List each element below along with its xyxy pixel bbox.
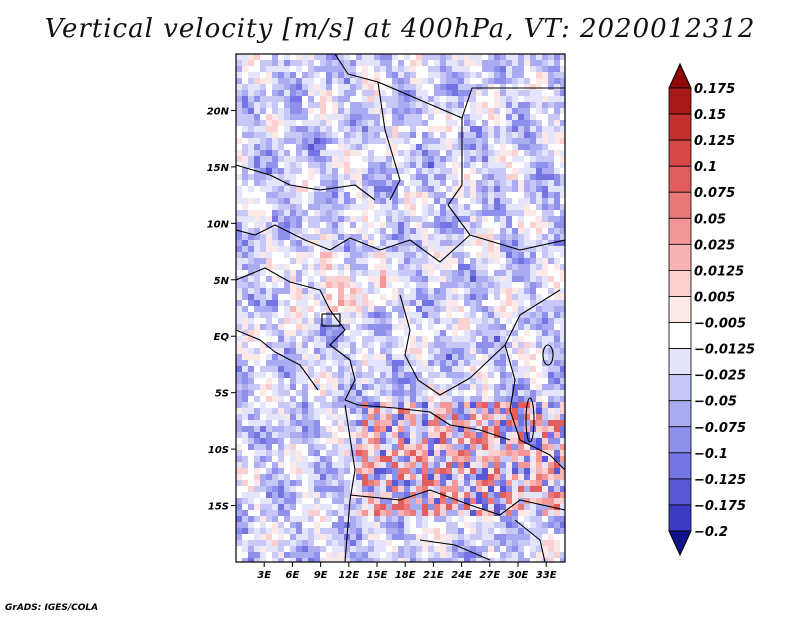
- colorbar-label: 0.05: [694, 212, 726, 227]
- colorbar-swatch: [668, 217, 692, 245]
- x-tick-label: 3E: [257, 570, 271, 581]
- y-tick-label: 5N: [214, 276, 230, 287]
- colorbar-label: 0.1: [694, 160, 717, 175]
- colorbar-label: −0.005: [694, 317, 746, 332]
- colorbar-swatch: [668, 270, 692, 297]
- x-axis: 3E 6E 9E 12E 15E 18E 21E 24E 27E 30E 33E: [257, 562, 557, 581]
- colorbar-label: 0.175: [694, 82, 735, 97]
- map-frame: [235, 53, 566, 563]
- colorbar-swatch: [668, 400, 692, 428]
- x-tick-label: 9E: [314, 570, 328, 581]
- colorbar-label: −0.1: [694, 447, 728, 462]
- colorbar-label: −0.125: [694, 473, 746, 488]
- colorbar-label: −0.025: [694, 369, 746, 384]
- colorbar-swatch: [668, 113, 692, 141]
- x-tick-label: 21E: [423, 570, 444, 581]
- colorbar-swatch: [668, 478, 692, 506]
- colorbar-swatch: [668, 296, 692, 323]
- colorbar-label: 0.025: [694, 238, 735, 253]
- y-tick-label: 10N: [207, 219, 230, 230]
- colorbar-swatch: [668, 139, 692, 167]
- colorbar-label: 0.075: [694, 186, 735, 201]
- velocity-field: [236, 54, 565, 562]
- y-tick-label: 15S: [208, 502, 229, 513]
- colorbar-label: −0.0125: [694, 343, 755, 358]
- colorbar-swatch: [668, 426, 692, 454]
- y-tick-label: EQ: [214, 332, 230, 343]
- colorbar-swatch: [668, 504, 692, 532]
- x-tick-label: 12E: [338, 570, 359, 581]
- x-tick-label: 30E: [508, 570, 529, 581]
- colorbar-swatch: [668, 348, 692, 376]
- colorbar-swatch: [668, 165, 692, 193]
- country-borders: [236, 54, 565, 562]
- y-tick-label: 20N: [207, 106, 230, 117]
- colorbar: 0.175 0.15 0.125 0.1 0.075 0.05 0.025 0.0125 0.0…: [668, 62, 755, 557]
- colorbar-top-arrow: [668, 62, 692, 89]
- colorbar-label: 0.15: [694, 108, 726, 123]
- y-axis: 20N 15N 10N 5N EQ 5S 10S 15S: [207, 106, 236, 513]
- x-tick-label: 18E: [395, 570, 416, 581]
- colorbar-swatch: [668, 191, 692, 219]
- colorbar-swatch: [668, 243, 692, 271]
- x-tick-label: 33E: [536, 570, 557, 581]
- colorbar-label: −0.075: [694, 421, 746, 436]
- x-tick-label: 27E: [479, 570, 500, 581]
- colorbar-swatch: [668, 87, 692, 115]
- colorbar-swatch: [668, 452, 692, 480]
- x-tick-label: 6E: [286, 570, 300, 581]
- colorbar-label: 0.005: [694, 290, 735, 305]
- y-tick-label: 5S: [215, 389, 229, 400]
- x-tick-label: 24E: [451, 570, 472, 581]
- colorbar-label: 0.125: [694, 134, 735, 149]
- colorbar-label: −0.175: [694, 499, 746, 514]
- colorbar-swatch: [668, 374, 692, 402]
- colorbar-label: −0.05: [694, 395, 737, 410]
- y-tick-label: 15N: [207, 163, 230, 174]
- y-tick-label: 10S: [208, 445, 229, 456]
- colorbar-label: −0.2: [694, 525, 728, 540]
- grads-credit: GrADS: IGES/COLA: [5, 603, 99, 613]
- colorbar-label: 0.0125: [694, 264, 744, 279]
- x-tick-label: 15E: [367, 570, 388, 581]
- colorbar-bottom-arrow: [668, 530, 692, 557]
- colorbar-swatch: [668, 322, 692, 349]
- chart-title: Vertical velocity [m/s] at 400hPa, VT: 2…: [44, 14, 756, 44]
